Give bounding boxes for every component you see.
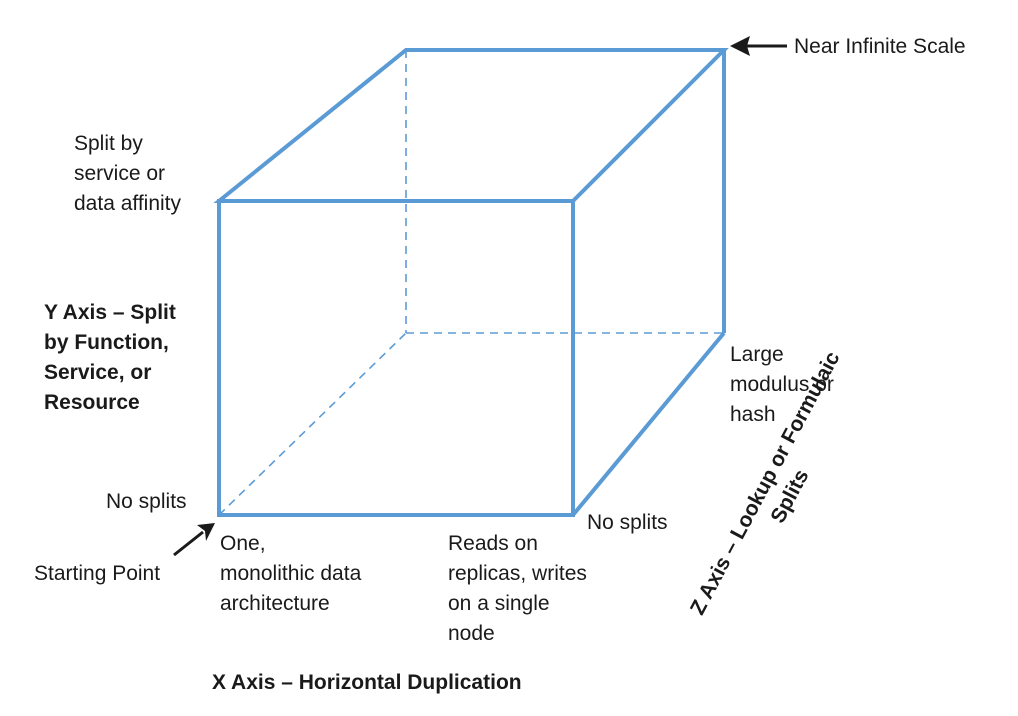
no-splits-left-label: No splits — [106, 490, 187, 513]
top-face — [213, 48, 729, 203]
starting-point-arrow — [173, 523, 215, 557]
no-splits-right-label: No splits — [587, 511, 668, 534]
hidden-edges — [218, 50, 724, 516]
x-axis-title: X Axis – Horizontal Duplication — [212, 671, 522, 694]
y-axis-title: Y Axis – Split by Function, Service, or … — [44, 301, 176, 414]
x-reads-label: Reads on replicas, writes on a single no… — [448, 532, 587, 645]
y-top-label: Split by service or data affinity — [74, 132, 182, 215]
front-face — [217, 199, 575, 517]
near-infinite-scale-label: Near Infinite Scale — [794, 35, 966, 58]
x-one-label: One, monolithic data architecture — [220, 532, 362, 615]
near-infinite-arrow — [730, 36, 787, 56]
hidden-edge-depth-bottom — [218, 332, 407, 516]
z-large-label: Large modulus or hash — [730, 343, 834, 426]
right-bottom-depth-edge — [571, 331, 726, 517]
starting-point-label: Starting Point — [34, 562, 161, 585]
visible-edges — [213, 48, 729, 517]
